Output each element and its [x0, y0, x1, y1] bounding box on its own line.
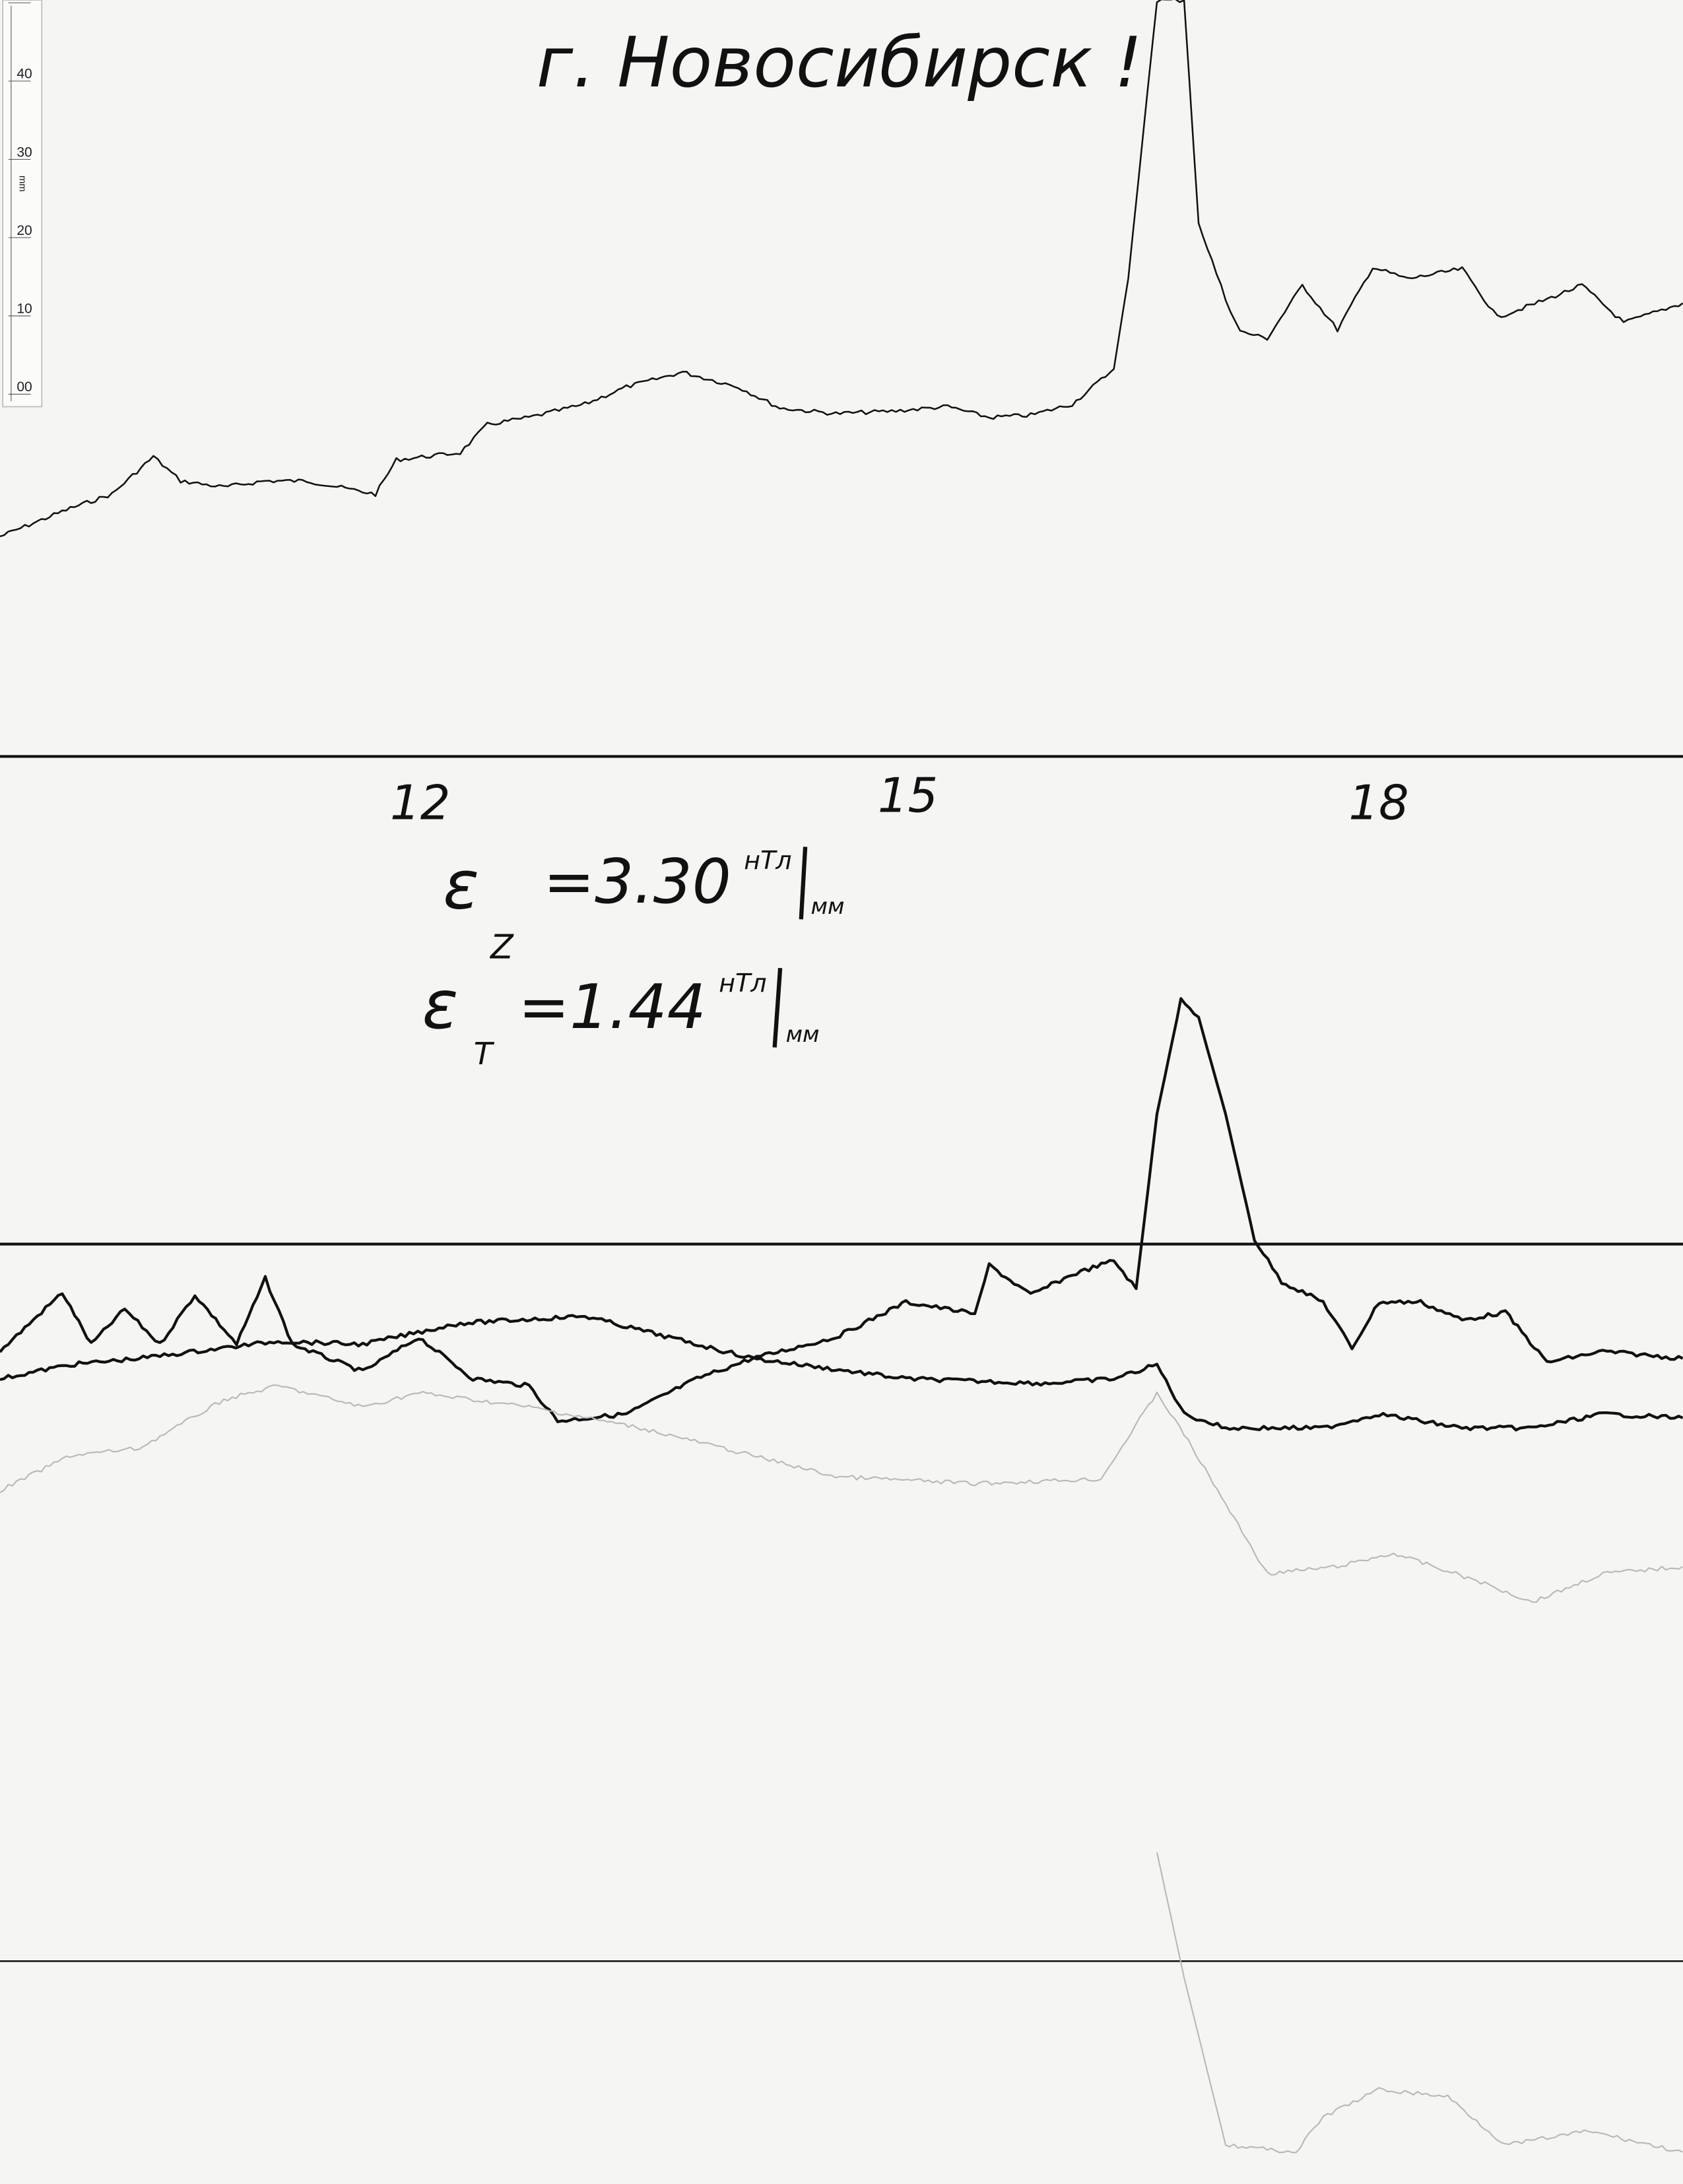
epsilon-symbol: ε	[422, 966, 459, 1044]
ruler-tick-label: 10	[16, 302, 32, 317]
trace-4	[0, 1384, 1683, 1603]
trace-5	[1156, 1852, 1683, 2154]
scale-note-t: ε T =1.44 нТл мм	[422, 966, 820, 1072]
ruler-tick-label: 30	[16, 145, 32, 160]
unit-bottom: мм	[811, 893, 845, 919]
trace-2	[0, 997, 1683, 1423]
ruler-tick-label: 40	[16, 67, 32, 82]
scale-value: =3.30	[543, 846, 731, 917]
unit-bottom: мм	[786, 1021, 820, 1047]
subscript: Z	[489, 927, 514, 966]
ruler-tick-label: 00	[16, 379, 32, 395]
subscript: T	[474, 1036, 495, 1072]
trace-1	[0, 0, 1683, 538]
unit-top: нТл	[719, 969, 766, 998]
epsilon-symbol: ε	[443, 846, 479, 924]
unit-slash	[772, 967, 783, 1048]
chart-title: г. Новосибирск !	[537, 22, 1142, 103]
ruler-strip	[2, 0, 43, 408]
unit-slash	[799, 847, 808, 920]
ruler-unit: mm	[17, 176, 28, 192]
ruler-tick-label: 20	[16, 223, 32, 238]
mm-ruler: 00 10 20 30 40 50 mm	[2, 0, 43, 408]
ruler-tick-label: 50	[16, 0, 32, 3]
hour-label-15: 15	[878, 768, 938, 823]
scale-value: =1.44	[518, 971, 706, 1043]
scale-note-z: ε Z =3.30 нТл мм	[443, 846, 844, 966]
unit-top: нТл	[744, 846, 791, 875]
trace-3	[0, 1314, 1683, 1432]
hour-label-18: 18	[1348, 775, 1408, 830]
hour-label-12: 12	[390, 775, 450, 830]
